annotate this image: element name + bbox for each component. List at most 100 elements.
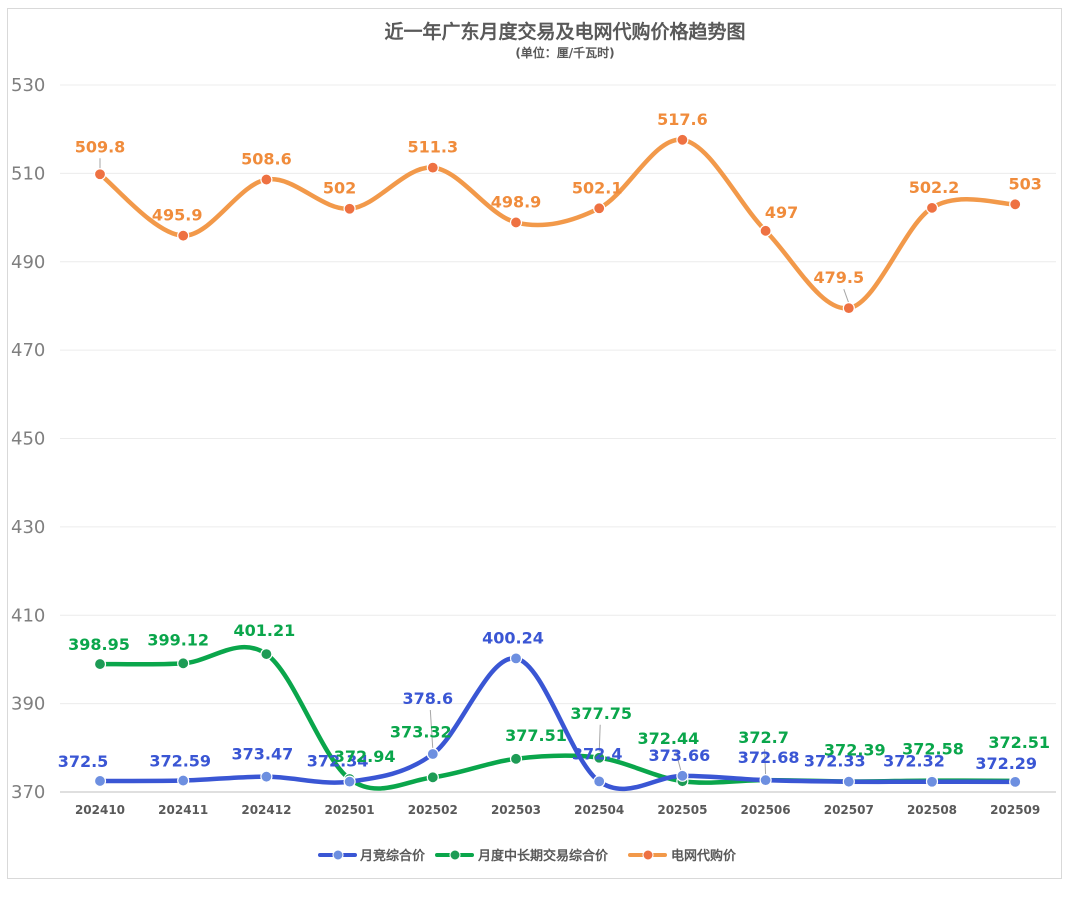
x-tick-label: 202504 <box>574 803 624 817</box>
y-tick-label: 490 <box>11 252 45 273</box>
x-tick-label: 202412 <box>241 803 291 817</box>
grid-lines <box>60 84 1056 793</box>
data-label: 372.34 <box>307 752 369 771</box>
data-label: 399.12 <box>147 630 209 649</box>
series-group <box>93 133 1022 792</box>
chart-subtitle: (单位：厘/千瓦时) <box>515 45 614 60</box>
legend-label: 月竞综合价 <box>359 848 426 864</box>
data-label: 372.58 <box>902 740 964 759</box>
x-tick-label: 202503 <box>491 803 541 817</box>
y-tick-label: 390 <box>11 694 45 715</box>
data-point <box>1009 775 1022 788</box>
data-label: 495.9 <box>152 206 203 225</box>
data-label: 479.5 <box>813 268 864 287</box>
data-point <box>93 657 107 671</box>
data-point <box>343 775 356 788</box>
data-label: 400.24 <box>482 628 544 647</box>
data-point <box>260 173 273 186</box>
data-point <box>509 216 523 229</box>
y-tick-label: 450 <box>11 429 45 450</box>
data-point <box>177 229 190 242</box>
data-label: 372.51 <box>988 733 1050 752</box>
data-label: 509.8 <box>75 137 126 156</box>
y-tick-label: 470 <box>11 340 45 361</box>
x-tick-label: 202501 <box>325 803 375 817</box>
data-label: 508.6 <box>241 150 292 169</box>
legend-label: 电网代购价 <box>671 848 737 864</box>
data-labels: 372.5 372.59 373.47 372.34 378.6 400.24 372.4 3… <box>58 110 1050 773</box>
x-tick-label: 202502 <box>408 803 458 817</box>
y-tick-label: 530 <box>11 75 45 96</box>
data-label: 372.59 <box>149 752 211 771</box>
x-tick-label: 202505 <box>657 803 707 817</box>
data-point <box>593 751 606 764</box>
data-point <box>509 652 523 665</box>
data-point <box>759 224 772 237</box>
data-label: 511.3 <box>407 138 458 157</box>
data-point <box>925 201 939 214</box>
data-point <box>593 202 606 215</box>
data-label: 377.75 <box>570 704 632 723</box>
data-label: 401.21 <box>234 621 296 640</box>
data-label: 372.29 <box>975 754 1037 773</box>
legend-marker <box>332 849 344 861</box>
y-axis: 370 390 410 430 450 470 490 510 530 <box>11 75 45 803</box>
y-tick-label: 510 <box>11 163 45 184</box>
data-label: 398.95 <box>68 635 130 654</box>
chart-title: 近一年广东月度交易及电网代购价格趋势图 <box>384 20 745 43</box>
data-point <box>842 302 855 315</box>
x-tick-label: 202509 <box>990 803 1040 817</box>
y-tick-label: 430 <box>11 517 45 538</box>
data-point <box>260 647 273 661</box>
data-label: 377.51 <box>505 726 567 745</box>
data-label: 373.66 <box>649 746 711 765</box>
data-label: 497 <box>765 203 798 222</box>
label-leader-line <box>429 709 434 750</box>
chart-frame <box>7 8 1062 879</box>
data-point <box>93 168 107 181</box>
data-label: 372.68 <box>738 748 800 767</box>
label-leader-line <box>843 288 850 304</box>
data-point <box>759 774 772 787</box>
data-point <box>177 774 190 787</box>
data-point <box>593 775 606 788</box>
data-label: 372.32 <box>883 752 945 771</box>
data-point <box>426 747 439 761</box>
data-point <box>925 775 939 788</box>
data-label: 502 <box>323 179 356 198</box>
y-tick-label: 410 <box>11 605 45 626</box>
label-leader-line <box>598 724 601 753</box>
data-label: 372.44 <box>638 729 700 748</box>
legend-marker <box>642 849 654 861</box>
data-label: 517.6 <box>657 110 708 129</box>
legend-marker <box>449 849 461 861</box>
data-point <box>842 775 855 788</box>
data-label: 378.6 <box>402 689 453 708</box>
data-label: 502.1 <box>572 178 623 197</box>
legend-label: 月度中长期交易综合价 <box>477 848 609 864</box>
data-point <box>177 657 190 670</box>
data-label: 372.5 <box>58 752 109 771</box>
x-tick-label: 202410 <box>75 803 125 817</box>
data-point <box>509 752 523 765</box>
data-label: 502.2 <box>909 178 960 197</box>
series-line-2 <box>97 137 1018 311</box>
x-tick-label: 202508 <box>907 803 957 817</box>
data-label: 372.39 <box>824 740 886 759</box>
data-label: 372.4 <box>572 744 623 763</box>
label-leader-line <box>764 749 767 776</box>
data-point <box>1009 198 1022 211</box>
label-leader-lines <box>99 158 850 778</box>
data-point <box>676 769 689 782</box>
data-label: 372.7 <box>738 728 789 747</box>
data-label: 373.32 <box>390 722 452 741</box>
legend: 月竞综合价 月度中长期交易综合价 电网代购价 <box>318 848 737 864</box>
x-tick-label: 202411 <box>158 803 208 817</box>
data-point <box>426 771 439 784</box>
y-tick-label: 370 <box>11 782 45 803</box>
data-point <box>426 161 439 174</box>
data-label: 373.47 <box>232 745 294 764</box>
series-line-0 <box>97 656 1018 792</box>
x-tick-label: 202507 <box>824 803 874 817</box>
